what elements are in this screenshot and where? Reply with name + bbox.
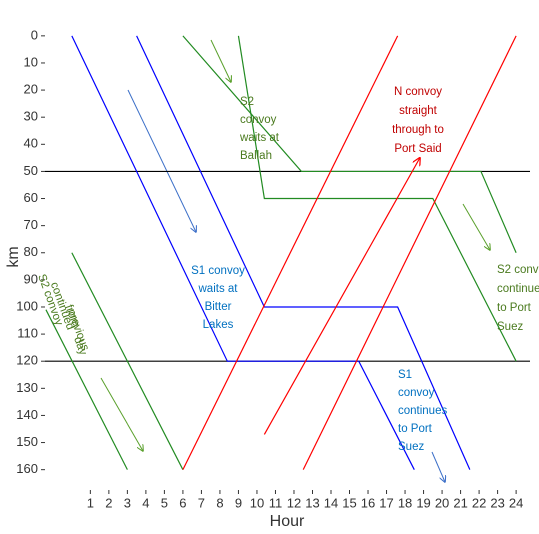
x-tick-label: 2 bbox=[105, 495, 112, 510]
x-tick-label: 8 bbox=[216, 495, 223, 510]
annotation: to Port bbox=[497, 302, 532, 314]
x-tick-label: 7 bbox=[198, 495, 205, 510]
annotation: waits at bbox=[198, 283, 239, 295]
convoy-line bbox=[71, 252, 184, 470]
y-tick-label: 20 bbox=[24, 82, 38, 97]
x-tick-label: 19 bbox=[416, 495, 430, 510]
convoy-line bbox=[182, 35, 399, 470]
x-tick-label: 22 bbox=[472, 495, 486, 510]
annotation: convoy bbox=[240, 114, 277, 126]
annotation: Ballah bbox=[240, 150, 272, 162]
arrow bbox=[431, 451, 445, 482]
annotation: continues bbox=[497, 283, 539, 295]
x-tick-label: 23 bbox=[490, 495, 504, 510]
annotation: Suez bbox=[398, 441, 424, 453]
annotation: Bitter bbox=[205, 301, 232, 313]
annotation: straight bbox=[399, 105, 438, 117]
annotation: Lakes bbox=[203, 319, 234, 331]
y-tick-label: 50 bbox=[24, 163, 38, 178]
annotation: Suez bbox=[497, 321, 523, 333]
annotation: waits at bbox=[239, 132, 280, 144]
x-tick-label: 18 bbox=[398, 495, 412, 510]
convoy-line bbox=[182, 35, 517, 253]
convoy-line bbox=[136, 35, 471, 470]
y-axis-label: km bbox=[5, 246, 22, 267]
y-tick-label: 10 bbox=[24, 54, 38, 69]
x-tick-label: 9 bbox=[235, 495, 242, 510]
x-tick-label: 10 bbox=[250, 495, 264, 510]
y-tick-label: 100 bbox=[16, 298, 38, 313]
y-tick-label: 110 bbox=[17, 326, 38, 341]
x-tick-label: 14 bbox=[324, 495, 338, 510]
y-tick-label: 120 bbox=[16, 353, 38, 368]
direction-arrows bbox=[100, 39, 490, 482]
y-tick-label: 30 bbox=[24, 109, 38, 124]
y-tick-label: 80 bbox=[24, 244, 38, 259]
arrow bbox=[210, 39, 231, 82]
annotation: S2 convoy bbox=[497, 264, 539, 276]
convoy-line bbox=[237, 35, 517, 362]
arrow bbox=[127, 89, 196, 232]
y-tick-label: 150 bbox=[16, 434, 38, 449]
y-tick-label: 40 bbox=[24, 136, 38, 151]
x-tick-label: 21 bbox=[453, 495, 467, 510]
annotation: convoy bbox=[398, 387, 435, 399]
annotation: to Port bbox=[398, 423, 433, 435]
x-tick-label: 6 bbox=[179, 495, 186, 510]
x-tick-label: 24 bbox=[509, 495, 523, 510]
x-tick-label: 11 bbox=[269, 495, 283, 510]
x-tick-label: 1 bbox=[87, 495, 94, 510]
annotation: through to bbox=[392, 124, 444, 136]
x-tick-label: 13 bbox=[305, 495, 319, 510]
convoy-line bbox=[45, 309, 128, 470]
arrow bbox=[462, 203, 490, 250]
y-tick-label: 160 bbox=[16, 461, 38, 476]
x-tick-label: 15 bbox=[342, 495, 356, 510]
annotation: S2 bbox=[240, 96, 254, 108]
x-tick-label: 17 bbox=[379, 495, 393, 510]
x-tick-label: 5 bbox=[161, 495, 168, 510]
y-tick-label: 130 bbox=[16, 380, 38, 395]
convoy-line bbox=[71, 35, 415, 470]
y-tick-label: 90 bbox=[24, 271, 38, 286]
x-tick-label: 12 bbox=[287, 495, 301, 510]
annotation: S1 convoy bbox=[191, 265, 245, 277]
x-tick-label: 16 bbox=[361, 495, 375, 510]
convoy-line bbox=[263, 158, 419, 435]
annotation: continues bbox=[398, 405, 447, 417]
x-axis-label: Hour bbox=[270, 513, 305, 530]
y-tick-label: 140 bbox=[16, 407, 38, 422]
annotation: Port Said bbox=[394, 143, 441, 155]
x-tick-label: 4 bbox=[142, 495, 149, 510]
y-tick-label: 0 bbox=[31, 27, 38, 42]
x-tick-label: 20 bbox=[435, 495, 449, 510]
y-tick-label: 60 bbox=[24, 190, 38, 205]
annotation: S1 bbox=[398, 369, 412, 381]
arrow bbox=[100, 377, 143, 451]
annotation: N convoy bbox=[394, 86, 442, 98]
x-tick-label: 3 bbox=[124, 495, 131, 510]
convoy-line bbox=[302, 35, 517, 470]
y-tick-label: 70 bbox=[24, 217, 38, 232]
